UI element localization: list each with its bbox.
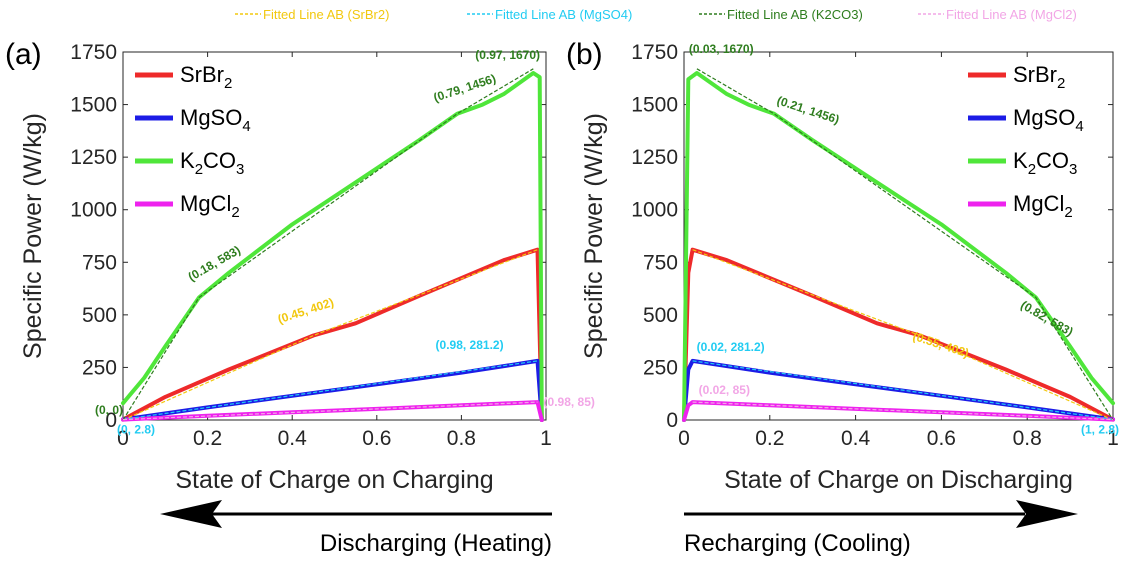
legend-label: MgCl2 <box>180 191 240 221</box>
fitted-line <box>692 249 1114 421</box>
legend-label: SrBr2 <box>1013 62 1065 92</box>
y-tick-label: 0 <box>105 409 117 432</box>
series-line-srbr2 <box>682 247 1115 422</box>
point-annotation: (0.45, 402) <box>276 295 336 326</box>
x-tick-label: 0 <box>678 427 690 450</box>
point-annotation: (0.55, 402) <box>911 329 971 360</box>
x-tick-label: 0.2 <box>755 427 784 450</box>
y-tick-label: 1750 <box>631 41 678 64</box>
panel-a: 0 250 500 750 1000 1250 1500 1750 0 0.2 0.4 0.6 0.8 1… <box>5 38 595 494</box>
series-line-srbr2 <box>121 247 544 422</box>
point-annotation: (0.02, 281.2) <box>697 340 765 354</box>
y-tick-label: 1000 <box>631 199 678 222</box>
legend-label: MgCl2 <box>1013 191 1073 221</box>
point-annotation: (0.98, 85) <box>544 395 595 409</box>
point-annotation: (0.98, 281.2) <box>436 338 504 352</box>
y-tick-label: 0 <box>666 409 678 432</box>
series-line-k2co3 <box>121 71 544 422</box>
point-annotation: (0, 0) <box>95 403 123 417</box>
fitted-line <box>122 249 538 421</box>
point-annotation: (0.02, 85) <box>699 383 750 397</box>
direction-arrows: Discharging (Heating) Recharging (Cooling… <box>160 500 1078 557</box>
point-annotation: (0.79, 1456) <box>432 71 498 104</box>
y-tick-label: 250 <box>82 356 117 379</box>
fitted-line <box>122 68 534 421</box>
plot-area <box>122 51 547 421</box>
y-tick-label: 1250 <box>70 146 117 169</box>
y-tick-label: 750 <box>643 251 678 274</box>
x-tick-label: 0.6 <box>927 427 956 450</box>
point-annotation: (1, 2.8) <box>1081 422 1119 436</box>
y-tick-label: 1500 <box>631 94 678 117</box>
y-tick-label: 1500 <box>70 94 117 117</box>
x-tick-label: 0.2 <box>193 427 222 450</box>
right-arrow-label: Recharging (Cooling) <box>684 530 911 557</box>
y-tick-label: 1750 <box>70 41 117 64</box>
plot-area <box>683 51 1114 421</box>
series-line-mgso4 <box>682 358 1115 422</box>
x-tick-label: 0.4 <box>841 427 871 450</box>
legend-label: K2CO3 <box>180 148 244 178</box>
panel-label: (a) <box>5 38 42 71</box>
fitted-line <box>122 401 538 421</box>
y-axis-label: Specific Power (W/kg) <box>19 113 47 359</box>
top-legend: Fitted Line AB (SrBr2) Fitted Line AB (Mg… <box>235 7 1077 22</box>
x-axis-label: State of Charge on Charging <box>175 466 493 494</box>
x-tick-label: 1 <box>1107 427 1119 450</box>
top-legend-label: Fitted Line AB (SrBr2) <box>263 7 389 22</box>
panel-b: 0 250 500 750 1000 1250 1500 1750 0 0.2 0.4 0.6 0.8 1… <box>566 38 1119 494</box>
fitted-line <box>692 401 1114 421</box>
y-tick-label: 1000 <box>70 199 117 222</box>
y-tick-label: 1250 <box>631 146 678 169</box>
point-annotation: (0.18, 583) <box>186 243 243 284</box>
left-arrowhead <box>160 500 222 528</box>
x-tick-label: 0.8 <box>447 427 476 450</box>
right-arrowhead <box>1016 500 1078 528</box>
x-tick-label: 0 <box>117 427 129 450</box>
point-annotation: (0.97, 1670) <box>475 48 540 62</box>
panel-label: (b) <box>566 38 603 71</box>
x-tick-label: 1 <box>540 427 552 450</box>
legend-label: K2CO3 <box>1013 148 1077 178</box>
fitted-line <box>122 360 538 420</box>
x-tick-label: 0.4 <box>278 427 308 450</box>
top-legend-label: Fitted Line AB (K2CO3) <box>727 7 863 22</box>
point-annotation: (0.82, 583) <box>1018 298 1075 339</box>
x-tick-label: 0.8 <box>1013 427 1042 450</box>
point-annotation: (0.03, 1670) <box>689 42 754 56</box>
legend-label: MgSO4 <box>180 105 251 135</box>
series-line-k2co3 <box>682 71 1115 422</box>
y-tick-label: 500 <box>82 304 117 327</box>
y-axis-label: Specific Power (W/kg) <box>580 113 608 359</box>
y-tick-label: 750 <box>82 251 117 274</box>
fitted-line <box>692 360 1114 420</box>
top-legend-label: Fitted Line AB (MgCl2) <box>946 7 1077 22</box>
y-tick-label: 500 <box>643 304 678 327</box>
x-axis-label: State of Charge on Discharging <box>724 466 1073 494</box>
legend-label: MgSO4 <box>1013 105 1084 135</box>
left-arrow-label: Discharging (Heating) <box>320 530 552 557</box>
point-annotation: (0, 2.8) <box>117 422 155 436</box>
x-tick-label: 0.6 <box>362 427 391 450</box>
top-legend-label: Fitted Line AB (MgSO4) <box>495 7 632 22</box>
fitted-line <box>696 68 1114 421</box>
y-tick-label: 250 <box>643 356 678 379</box>
legend-label: SrBr2 <box>180 62 232 92</box>
